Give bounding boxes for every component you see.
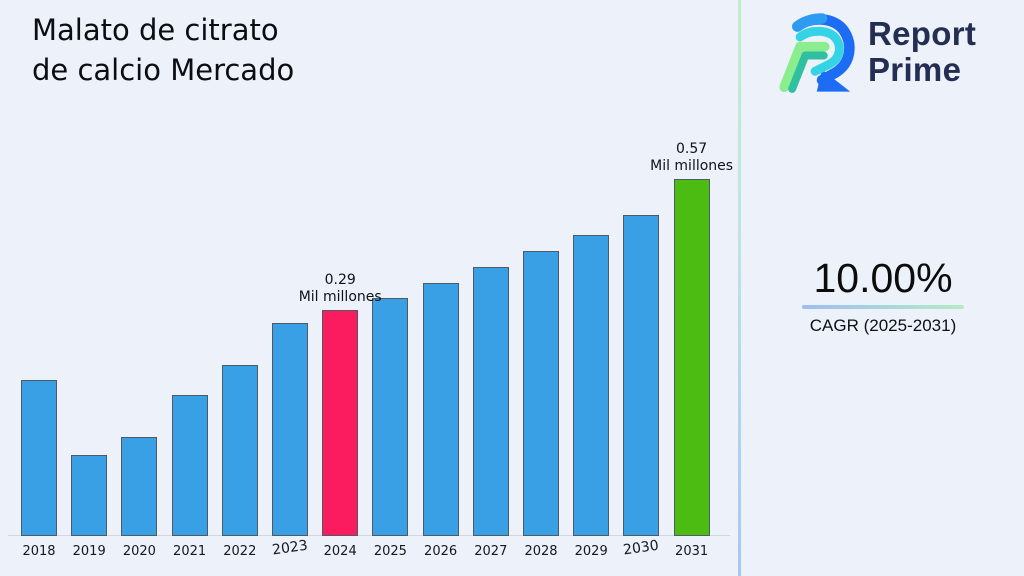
x-tick-2028: 2028 [524, 544, 558, 559]
x-tick-2031: 2031 [675, 544, 709, 559]
cagr-block: 10.00% CAGR (2025-2031) [793, 256, 973, 336]
bar-2026 [422, 283, 459, 536]
bar-2019 [71, 455, 108, 536]
cagr-underline [802, 305, 964, 309]
logo-text-line1: Report [868, 15, 977, 52]
x-axis-line [8, 535, 730, 536]
bar-2025 [372, 298, 409, 536]
x-tick-2019: 2019 [72, 544, 106, 559]
annotation-unit: Mil millones [298, 289, 382, 305]
x-tick-2020: 2020 [122, 544, 156, 559]
bar-2022 [221, 365, 258, 536]
cagr-label: CAGR (2025-2031) [809, 316, 957, 335]
x-tick-2023: 2023 [271, 537, 309, 559]
page-title: Malato de citrato de calcio Mercado [32, 13, 295, 87]
bar-2027 [472, 267, 509, 536]
x-tick-2026: 2026 [424, 544, 458, 559]
x-tick-2022: 2022 [223, 544, 257, 559]
annotation-2031: 0.57 Mil millones [632, 141, 752, 175]
vertical-divider [738, 0, 741, 576]
cagr-value: 10.00% [813, 255, 953, 301]
x-tick-2025: 2025 [373, 544, 407, 559]
logo-text-line2: Prime [868, 51, 962, 88]
bar-2018 [21, 380, 57, 536]
x-tick-2024: 2024 [323, 544, 357, 559]
bar-2030 [623, 215, 660, 536]
bar-chart: 2018 2019 2020 2021 2022 2023 2024 2025 2026 2027… [8, 141, 733, 559]
bar-2020 [121, 437, 158, 536]
bar-2021 [171, 395, 208, 536]
bar-2024 [322, 310, 359, 536]
annotation-value: 0.57 [676, 141, 708, 157]
annotation-2024: 0.29 Mil millones [280, 272, 400, 306]
annotation-value: 0.29 [324, 272, 356, 288]
bar-2031 [673, 179, 710, 536]
x-tick-2030: 2030 [622, 537, 661, 559]
x-tick-2029: 2029 [574, 544, 608, 559]
bar-2029 [573, 235, 610, 536]
x-tick-2021: 2021 [173, 544, 207, 559]
report-prime-logo: Report Prime [770, 8, 976, 96]
report-prime-logo-text: Report Prime [868, 16, 976, 88]
annotation-unit: Mil millones [650, 158, 734, 174]
x-tick-2027: 2027 [474, 544, 508, 559]
report-prime-logo-icon [779, 13, 855, 93]
x-tick-2018: 2018 [22, 544, 56, 559]
bar-2028 [523, 251, 559, 536]
bar-2023 [272, 323, 308, 536]
